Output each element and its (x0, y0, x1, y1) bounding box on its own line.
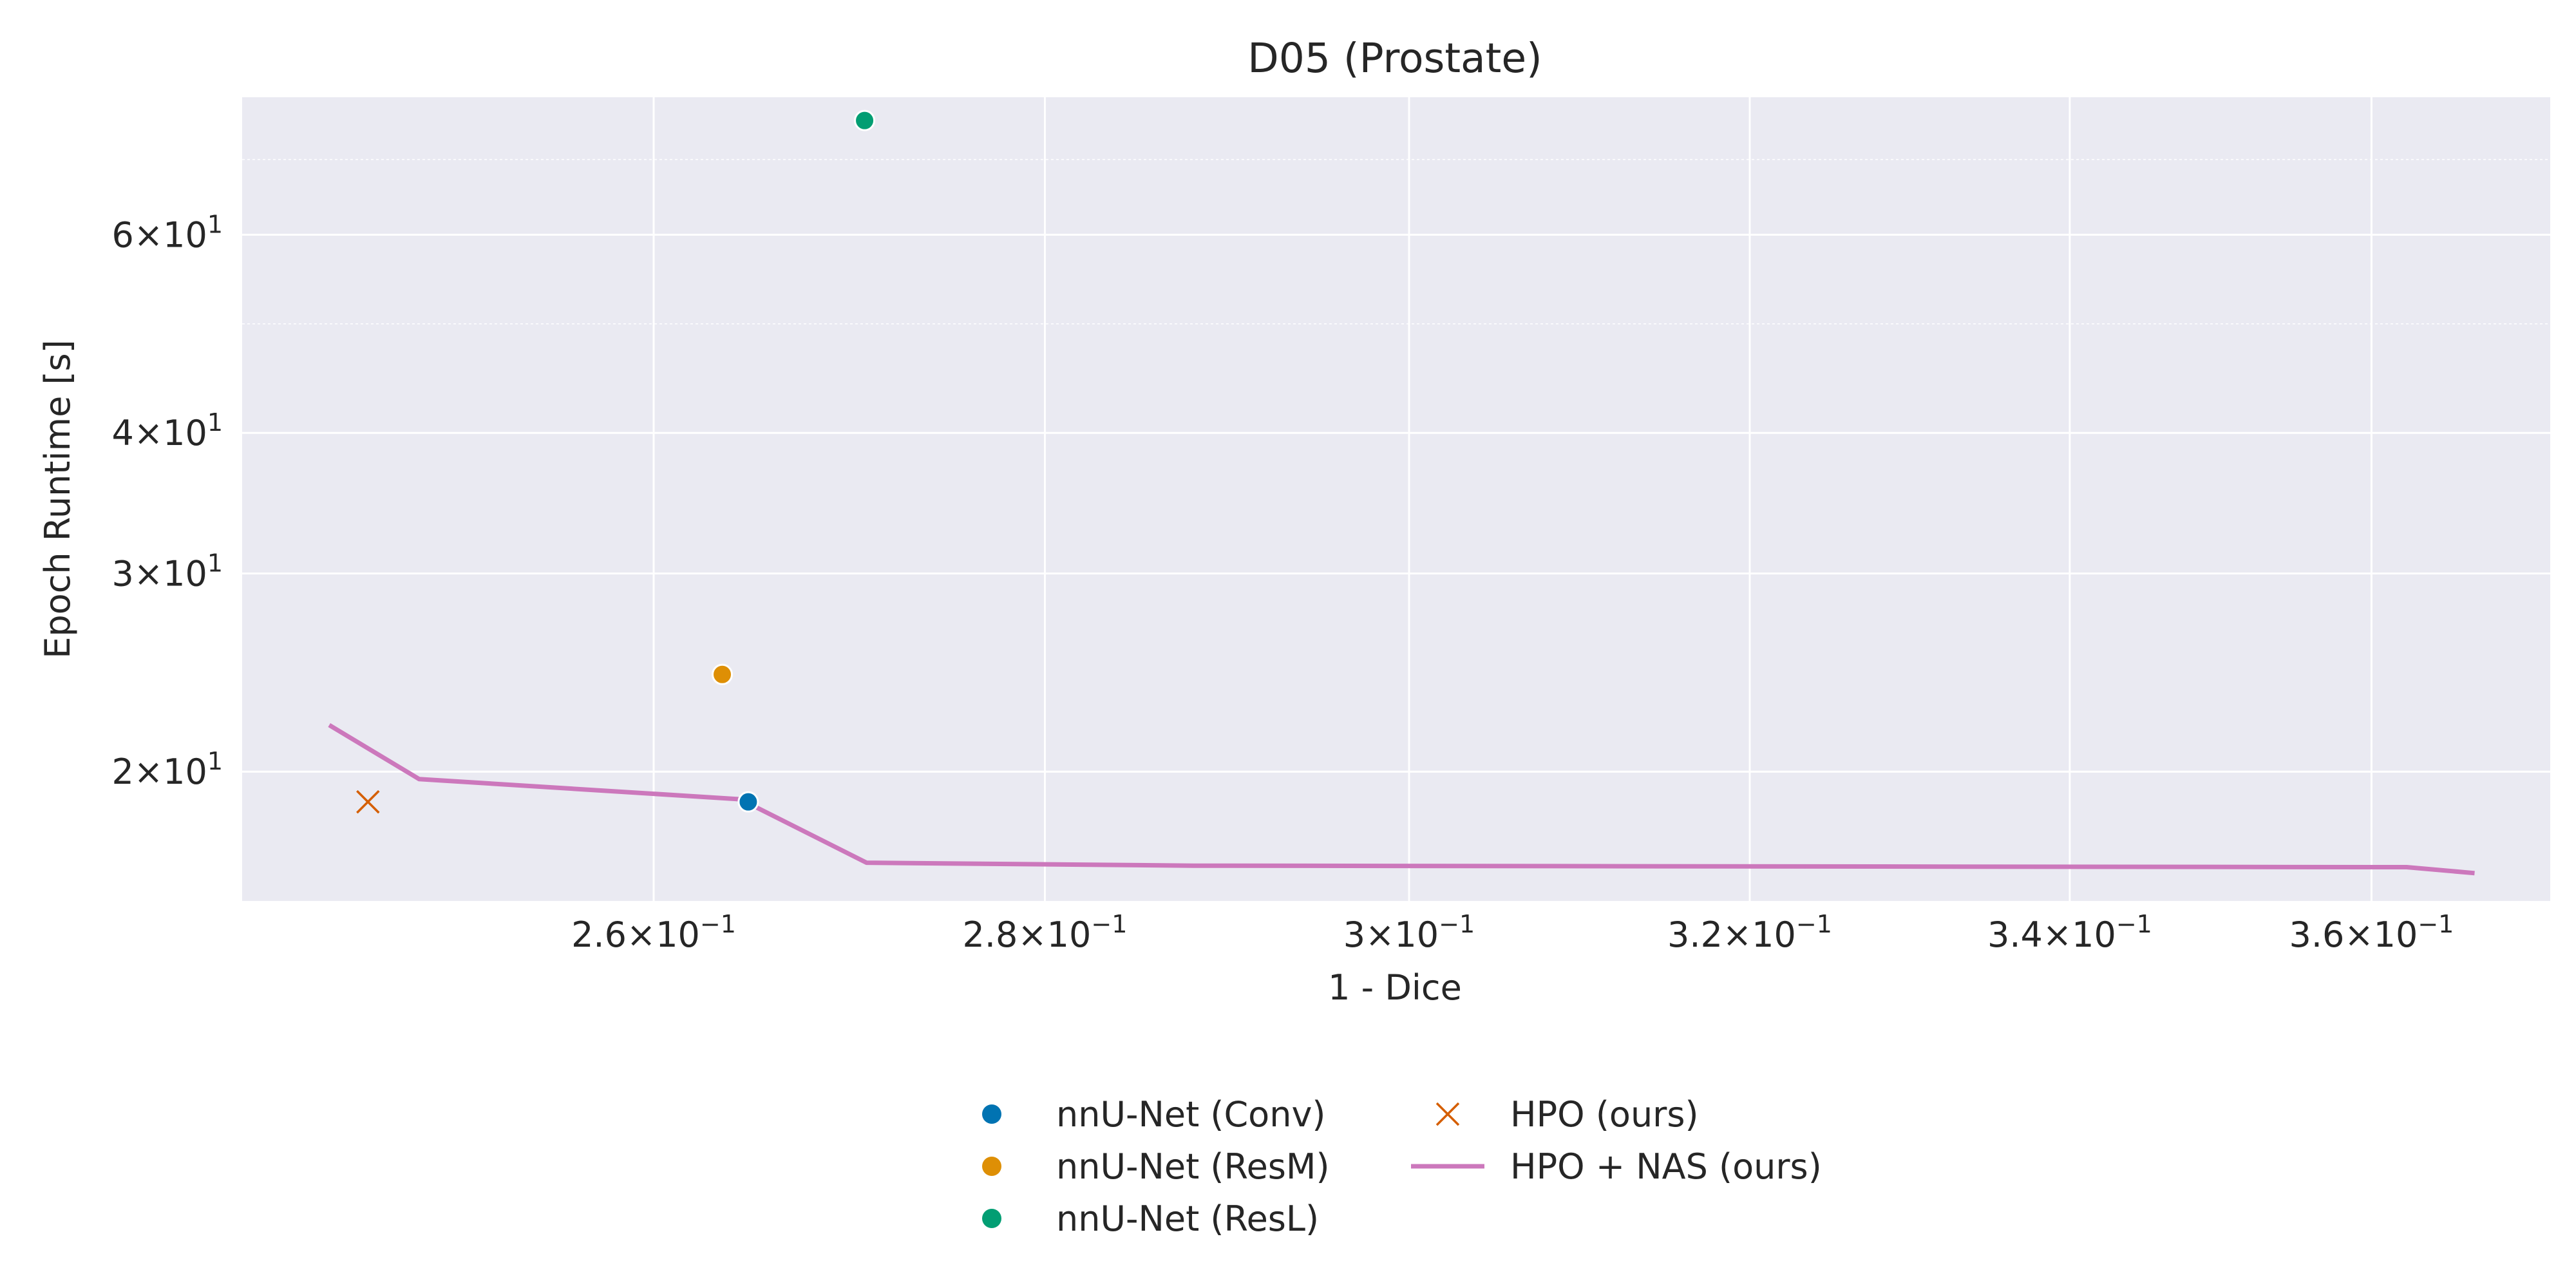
legend: nnU-Net (Conv) nnU-Net (ResM) nnU-Net (Res… (982, 1094, 1822, 1239)
legend-label: nnU-Net (ResL) (1056, 1198, 1319, 1239)
legend-marker (982, 1104, 1001, 1124)
legend-entry: nnU-Net (Conv) (982, 1094, 1325, 1135)
legend-label: HPO (ours) (1510, 1094, 1699, 1135)
series-line-hpo-nas (328, 723, 2475, 876)
chart-title: D05 (Prostate) (1247, 35, 1542, 82)
y-tick-labels: 2×101 3×101 4×101 6×101 (111, 211, 223, 793)
grid (242, 97, 2550, 901)
legend-label: HPO + NAS (ours) (1510, 1146, 1822, 1187)
legend-marker (1435, 1102, 1460, 1126)
legend-entry: nnU-Net (ResL) (982, 1198, 1319, 1239)
y-tick-label: 2×101 (111, 747, 223, 792)
y-axis-label: Epoch Runtime [s] (37, 339, 78, 659)
x-tick-label: 3.2×10−1 (1667, 910, 1832, 955)
legend-entry: HPO (ours) (1435, 1094, 1699, 1135)
data-point-cross (356, 790, 380, 814)
y-tick-label: 3×101 (111, 549, 223, 594)
legend-marker (982, 1157, 1001, 1176)
legend-entry: HPO + NAS (ours) (1411, 1146, 1822, 1187)
x-axis-label: 1 - Dice (1328, 967, 1462, 1008)
data-point (712, 663, 734, 685)
data-point (854, 109, 876, 131)
y-tick-label: 4×101 (111, 408, 223, 453)
x-tick-label: 2.8×10−1 (963, 910, 1128, 955)
x-tick-labels: 2.6×10−1 2.8×10−1 3×10−1 3.2×10−1 3.4×10−1 3.… (571, 910, 2454, 955)
x-tick-label: 3×10−1 (1343, 910, 1475, 955)
legend-label: nnU-Net (ResM) (1056, 1146, 1330, 1187)
plot-area (242, 97, 2550, 901)
x-tick-label: 2.6×10−1 (571, 910, 736, 955)
legend-entry: nnU-Net (ResM) (982, 1146, 1330, 1187)
data-point (737, 791, 759, 813)
y-tick-label: 6×101 (111, 211, 223, 256)
x-tick-label: 3.4×10−1 (1987, 910, 2152, 955)
x-tick-label: 3.6×10−1 (2289, 910, 2454, 955)
series (328, 109, 2475, 876)
legend-label: nnU-Net (Conv) (1056, 1094, 1325, 1135)
legend-marker (982, 1209, 1001, 1228)
